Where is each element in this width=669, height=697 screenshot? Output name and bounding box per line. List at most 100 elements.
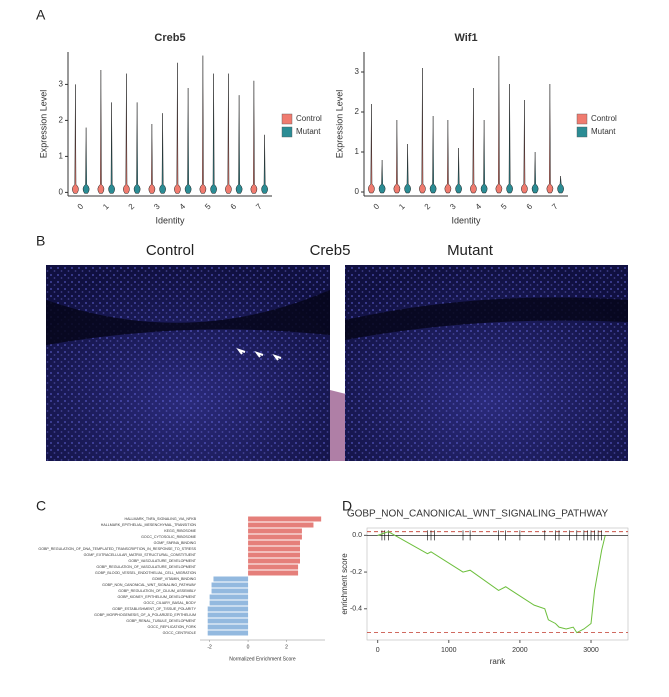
- violin: [97, 69, 105, 194]
- panel-label: C: [36, 498, 46, 514]
- x-tick-label: -2: [207, 644, 212, 650]
- bar: [211, 582, 249, 588]
- x-tick-label: 1: [397, 202, 407, 212]
- chart-title: GOBP_NON_CANONICAL_WNT_SIGNALING_PATHWAY: [347, 509, 609, 520]
- bar-label: GOCC_CENTRIOLE: [163, 631, 197, 635]
- chart-title: Wif1: [454, 32, 477, 44]
- bar-label: GOMF_SNRNA_BINDING: [154, 541, 197, 545]
- x-tick-label: 0: [247, 644, 250, 650]
- x-tick-label: 2000: [512, 647, 528, 654]
- bar: [248, 552, 300, 558]
- bar: [248, 522, 314, 528]
- violin: [444, 119, 452, 194]
- panel-label: B: [36, 233, 45, 249]
- violin: [404, 143, 411, 194]
- legend-label: Control: [591, 114, 617, 123]
- y-tick-label: 2: [59, 116, 64, 125]
- violin: [82, 127, 90, 194]
- x-tick-label: 0: [372, 202, 382, 212]
- x-tick-label: 2: [127, 202, 137, 212]
- y-tick-label: 1: [59, 152, 64, 161]
- micrograph-mutant: [345, 265, 628, 461]
- violin: [261, 134, 268, 194]
- x-tick-label: 2: [423, 202, 433, 212]
- x-tick-label: 7: [550, 202, 560, 212]
- legend-swatch: [576, 113, 588, 125]
- bar-label: GOBP_ESTABLISHMENT_OF_TISSUE_POLARITY: [112, 607, 196, 611]
- bar-label: GOBP_REGULATION_OF_DNA_TEMPLATED_TRANSCR…: [38, 547, 196, 551]
- y-tick-label: 0.0: [352, 532, 362, 539]
- y-tick-label: 3: [355, 67, 360, 76]
- violin: [199, 55, 207, 194]
- violin: [557, 175, 564, 194]
- legend-label: Mutant: [591, 127, 616, 136]
- panel-label: A: [36, 7, 46, 23]
- bar: [207, 624, 249, 630]
- bar-label: GOBP_RENAL_TUBULE_DEVELOPMENT: [126, 619, 197, 623]
- legend-label: Mutant: [296, 127, 321, 136]
- legend-label: Control: [296, 114, 322, 123]
- x-tick-label: 5: [499, 202, 509, 212]
- bar-label: GOCC_CILIARY_BASAL_BODY: [144, 601, 197, 605]
- bar: [248, 540, 300, 546]
- x-axis-label: rank: [490, 657, 507, 666]
- bar: [207, 630, 249, 636]
- y-axis-label: Expression Level: [38, 90, 48, 159]
- image-label: Mutant: [447, 242, 494, 259]
- y-axis-label: Expression Level: [334, 90, 344, 159]
- y-tick-label: 0: [59, 188, 64, 197]
- bar-label: GOMF_EXTRACELLULAR_MATRIX_STRUCTURAL_CON…: [84, 553, 197, 557]
- violin: [210, 73, 217, 194]
- bar: [248, 516, 322, 522]
- violin: [159, 113, 166, 194]
- bar: [213, 576, 249, 582]
- enrichment-line: [377, 531, 606, 634]
- x-tick-label: 1000: [441, 647, 457, 654]
- x-tick-label: 3: [448, 202, 458, 212]
- violin: [495, 55, 503, 194]
- violin: [133, 102, 141, 194]
- bar-label: HALLMARK_TNFA_SIGNALING_VIA_NFKB: [125, 517, 197, 521]
- violin: [393, 119, 401, 194]
- bar: [207, 612, 249, 618]
- bar: [248, 564, 299, 570]
- x-tick-label: 7: [254, 202, 264, 212]
- bar: [248, 570, 299, 576]
- bar-label: GOMF_VITAMIN_BINDING: [152, 577, 196, 581]
- image-label: Control: [146, 242, 194, 259]
- y-axis-label: enrichment score: [340, 553, 349, 615]
- bar: [207, 618, 249, 624]
- x-tick-label: 4: [474, 202, 484, 212]
- y-tick-label: 3: [59, 80, 64, 89]
- violin: [368, 103, 375, 194]
- violin: [123, 73, 130, 194]
- x-axis-label: Identity: [451, 215, 481, 225]
- x-tick-label: 4: [178, 202, 188, 212]
- violin: [148, 123, 156, 194]
- violin: [235, 95, 243, 194]
- violin: [108, 102, 115, 194]
- violin: [521, 99, 528, 194]
- violin: [419, 67, 426, 194]
- x-tick-label: 3: [152, 202, 162, 212]
- bar: [248, 528, 302, 534]
- bar-label: GOBP_REGULATION_OF_CILIUM_ASSEMBLY: [118, 589, 196, 593]
- y-tick-label: -0.4: [350, 606, 362, 613]
- violin: [480, 119, 488, 194]
- bar-label: GOCC_REPLICATION_FORK: [148, 625, 197, 629]
- bar: [209, 594, 249, 600]
- violin: [72, 84, 79, 194]
- bar-label: KEGG_RIBOSOME: [164, 529, 196, 533]
- violin: [455, 147, 462, 194]
- bar: [211, 588, 249, 594]
- violin: [470, 87, 477, 194]
- violin: [174, 62, 181, 194]
- x-tick-label: 3000: [583, 647, 599, 654]
- x-tick-label: 1: [101, 202, 111, 212]
- panel-label: D: [342, 498, 352, 514]
- x-tick-label: 0: [76, 202, 86, 212]
- violin: [184, 87, 192, 194]
- bar-label: GOBP_BLOOD_VESSEL_ENDOTHELIAL_CELL_MIGRA…: [95, 571, 196, 575]
- violin: [546, 83, 554, 194]
